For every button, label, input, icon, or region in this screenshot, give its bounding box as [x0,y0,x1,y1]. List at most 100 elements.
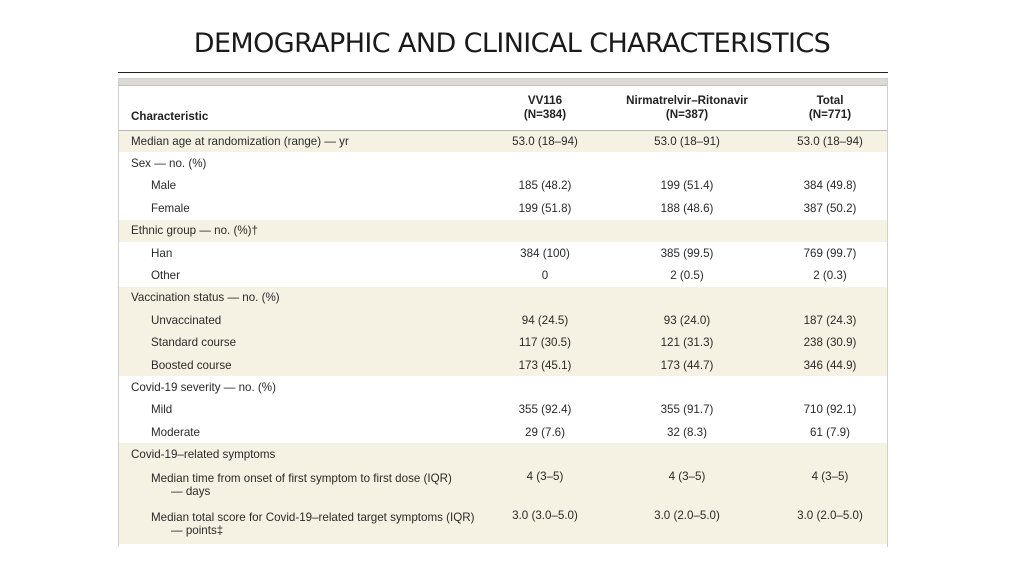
section-label: Covid-19–related symptoms [131,448,276,462]
cell-total: 346 (44.9) [803,358,857,372]
row-label-line1: Median time from onset of first symptom … [151,472,452,486]
table-row: Female 199 (51.8) 188 (48.6) 387 (50.2) [119,197,887,219]
cell-vv116: 3.0 (3.0–5.0) [512,508,578,522]
cell-total: 3.0 (2.0–5.0) [797,508,863,522]
cell-total [773,287,887,309]
cell-total: 384 (49.8) [803,179,857,193]
table-top-bar [119,79,887,86]
cell-nirmatrelvir-ritonavir: 173 (44.7) [660,358,714,372]
cell-vv116: 53.0 (18–94) [512,134,578,148]
cell-total [773,376,887,398]
cell-vv116: 199 (51.8) [518,201,572,215]
header-characteristic: Characteristic [119,86,489,131]
characteristics-table: Characteristic VV116 (N=384) Nirmatrelvi… [119,86,887,544]
table-section-row: Covid-19 severity — no. (%) [119,376,887,398]
row-label-line1: Median total score for Covid-19–related … [151,511,475,525]
table-row: Mild 355 (92.4) 355 (91.7) 710 (92.1) [119,399,887,421]
cell-total: 4 (3–5) [811,469,849,483]
cell-nirmatrelvir-ritonavir [601,287,773,309]
row-label: Male [151,179,177,193]
cell-total [773,152,887,174]
cell-nirmatrelvir-ritonavir: 53.0 (18–91) [654,134,720,148]
table-row: Boosted course 173 (45.1) 173 (44.7) 346… [119,353,887,377]
table-row: Median time from onset of first symptom … [119,465,887,505]
cell-vv116 [489,287,601,309]
section-label: Sex — no. (%) [131,157,207,171]
cell-total: 187 (24.3) [803,313,857,327]
row-label: Median total score for Covid-19–related … [119,505,489,544]
section-label: Covid-19 severity — no. (%) [131,380,276,394]
cell-nirmatrelvir-ritonavir: 355 (91.7) [660,403,714,417]
table-row: Other 0 2 (0.5) 2 (0.3) [119,264,887,286]
cell-nirmatrelvir-ritonavir: 93 (24.0) [663,313,711,327]
cell-nirmatrelvir-ritonavir [601,152,773,174]
header-nr-name: Nirmatrelvir–Ritonavir [626,93,748,107]
cell-vv116: 29 (7.6) [525,425,565,439]
row-label: Female [151,201,190,215]
cell-total: 61 (7.9) [810,425,850,439]
header-total: Total (N=771) [773,86,887,131]
row-label: Other [151,269,180,283]
cell-total: 2 (0.3) [813,269,847,283]
cell-vv116: 117 (30.5) [519,336,571,350]
header-nirmatrelvir-ritonavir: Nirmatrelvir–Ritonavir (N=387) [601,86,773,131]
header-total-name: Total [816,93,844,107]
table-row: Moderate 29 (7.6) 32 (8.3) 61 (7.9) [119,421,887,443]
row-label: Mild [151,403,173,417]
table-section-row: Sex — no. (%) [119,152,887,174]
cell-nirmatrelvir-ritonavir: 385 (99.5) [660,246,714,260]
cell-vv116: 173 (45.1) [518,358,572,372]
cell-nirmatrelvir-ritonavir: 3.0 (2.0–5.0) [654,508,720,522]
cell-vv116: 185 (48.2) [518,179,572,193]
cell-total: 387 (50.2) [803,201,857,215]
row-label: Han [151,246,173,260]
cell-total: 710 (92.1) [803,403,857,417]
table-row: Male 185 (48.2) 199 (51.4) 384 (49.8) [119,175,887,197]
cell-total: 769 (99.7) [803,246,857,260]
row-label: Moderate [151,425,200,439]
table-section-row: Ethnic group — no. (%)† [119,219,887,242]
header-vv116-n: (N=384) [523,107,567,121]
cell-vv116: 0 [541,269,549,283]
table-row: Unvaccinated 94 (24.5) 93 (24.0) 187 (24… [119,309,887,332]
row-label: Median age at randomization (range) — yr [131,134,349,148]
header-vv116: VV116 (N=384) [489,86,601,131]
header-vv116-name: VV116 [527,93,563,107]
cell-nirmatrelvir-ritonavir: 2 (0.5) [670,269,704,283]
cell-nirmatrelvir-ritonavir: 4 (3–5) [668,469,706,483]
cell-nirmatrelvir-ritonavir [601,376,773,398]
cell-vv116: 355 (92.4) [518,403,572,417]
cell-total: 53.0 (18–94) [797,134,863,148]
cell-vv116 [489,152,601,174]
header-nr-n: (N=387) [665,107,709,121]
cell-vv116 [489,220,601,242]
cell-total [773,220,887,242]
table-row: Median age at randomization (range) — yr… [119,130,887,153]
title-divider [118,72,888,73]
table-header-row: Characteristic VV116 (N=384) Nirmatrelvi… [119,86,887,131]
row-label: Unvaccinated [151,313,222,327]
row-label: Boosted course [151,358,232,372]
cell-vv116: 384 (100) [520,246,570,260]
cell-nirmatrelvir-ritonavir [601,220,773,242]
table-section-row: Vaccination status — no. (%) [119,286,887,310]
table-row: Han 384 (100) 385 (99.5) 769 (99.7) [119,242,887,264]
section-label: Ethnic group — no. (%)† [131,224,258,238]
header-total-n: (N=771) [808,107,852,121]
table-section-row: Covid-19–related symptoms [119,443,887,466]
table-row: Median total score for Covid-19–related … [119,504,887,544]
cell-nirmatrelvir-ritonavir: 188 (48.6) [660,201,714,215]
row-label: Median time from onset of first symptom … [119,466,489,505]
cell-nirmatrelvir-ritonavir: 199 (51.4) [660,179,714,193]
cell-total: 238 (30.9) [803,336,857,350]
cell-vv116: 94 (24.5) [521,313,569,327]
cell-nirmatrelvir-ritonavir: 121 (31.3) [660,336,714,350]
row-label: Standard course [151,336,237,350]
cell-vv116 [489,443,601,465]
table-row: Standard course 117 (30.5) 121 (31.3) 23… [119,331,887,354]
section-label: Vaccination status — no. (%) [131,291,280,305]
cell-vv116 [489,376,601,398]
cell-vv116: 4 (3–5) [526,469,564,483]
cell-total [773,443,887,465]
cell-nirmatrelvir-ritonavir: 32 (8.3) [667,425,707,439]
